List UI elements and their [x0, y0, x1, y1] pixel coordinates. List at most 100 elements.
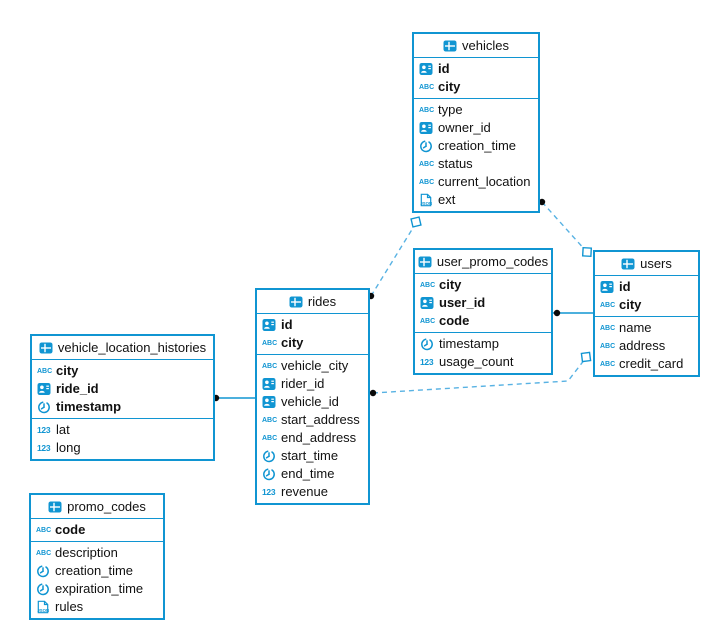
field-row-vehicle_id[interactable]: vehicle_id [257, 393, 368, 411]
field-row-end_address[interactable]: ABC end_address [257, 429, 368, 447]
json-type-icon: JSON [36, 600, 55, 614]
table-icon [443, 39, 457, 53]
field-row-city[interactable]: ABC city [32, 362, 213, 380]
field-row-status[interactable]: ABC status [414, 155, 538, 173]
table-name: vehicle_location_histories [57, 340, 207, 355]
field-name: city [619, 297, 642, 312]
table-header[interactable]: rides [257, 290, 368, 314]
field-row-city[interactable]: ABC city [257, 334, 368, 352]
field-name: city [438, 79, 461, 94]
timestamp-icon [37, 400, 56, 414]
field-name: address [619, 338, 666, 353]
text-type-icon: ABC [36, 549, 52, 557]
field-row-expiration_time[interactable]: expiration_time [31, 580, 163, 598]
field-row-city[interactable]: ABC city [415, 276, 551, 294]
user-id-icon [262, 395, 281, 409]
number-type-icon: 123 [37, 425, 51, 435]
table-header[interactable]: users [595, 252, 698, 276]
text-type-icon: ABC [600, 324, 616, 332]
primary-key-section: id ABC city [414, 58, 538, 98]
one-side-dot [369, 389, 377, 397]
table-name: promo_codes [67, 499, 146, 514]
field-row-id[interactable]: id [414, 60, 538, 78]
svg-text:JSON: JSON [37, 608, 49, 613]
field-row-creation_time[interactable]: creation_time [414, 137, 538, 155]
table-vehicles[interactable]: vehicles id ABC city ABC type owner_id creation… [412, 32, 540, 213]
field-row-code[interactable]: ABC code [31, 521, 163, 539]
table-icon [289, 295, 303, 309]
table-header[interactable]: vehicle_location_histories [32, 336, 213, 360]
field-row-rules[interactable]: JSON rules [31, 598, 163, 616]
table-users[interactable]: users id ABC city ABC name ABC address ABC credit… [593, 250, 700, 377]
field-row-current_location[interactable]: ABC current_location [414, 173, 538, 191]
field-row-start_address[interactable]: ABC start_address [257, 411, 368, 429]
primary-key-section: id ABC city [257, 314, 368, 354]
fields-section: ABC name ABC address ABC credit_card [595, 316, 698, 375]
text-type-icon: ABC [262, 362, 278, 370]
field-row-usage_count[interactable]: 123 usage_count [415, 353, 551, 371]
primary-key-section: ABC code [31, 519, 163, 541]
field-row-lat[interactable]: 123 lat [32, 421, 213, 439]
field-row-timestamp[interactable]: timestamp [415, 335, 551, 353]
field-row-id[interactable]: id [595, 278, 698, 296]
field-row-rider_id[interactable]: rider_id [257, 375, 368, 393]
table-header[interactable]: vehicles [414, 34, 538, 58]
field-row-city[interactable]: ABC city [595, 296, 698, 314]
text-type-icon: ABC [36, 526, 52, 534]
field-name: start_time [281, 448, 339, 463]
many-side-marker [580, 351, 592, 363]
field-row-owner_id[interactable]: owner_id [414, 119, 538, 137]
field-row-description[interactable]: ABC description [31, 544, 163, 562]
timestamp-icon [36, 564, 55, 578]
table-name: user_promo_codes [436, 254, 549, 269]
user-id-icon [37, 382, 56, 396]
text-type-icon: ABC [420, 317, 436, 325]
field-row-end_time[interactable]: end_time [257, 465, 368, 483]
user-id-icon [419, 62, 438, 76]
field-row-start_time[interactable]: start_time [257, 447, 368, 465]
primary-key-section: ABC city user_id ABC code [415, 274, 551, 332]
timestamp-icon [262, 467, 281, 481]
field-row-credit_card[interactable]: ABC credit_card [595, 355, 698, 373]
table-promo_codes[interactable]: promo_codes ABC code ABC description creation… [29, 493, 165, 620]
table-header[interactable]: user_promo_codes [415, 250, 551, 274]
text-type-icon: ABC [419, 83, 435, 91]
user-id-icon [419, 121, 438, 135]
text-type-icon: ABC [419, 106, 435, 114]
table-icon [418, 255, 432, 269]
field-name: rules [55, 599, 84, 614]
field-row-city[interactable]: ABC city [414, 78, 538, 96]
table-vehicle_location_histories[interactable]: vehicle_location_histories ABC city ride_id… [30, 334, 215, 461]
field-row-creation_time[interactable]: creation_time [31, 562, 163, 580]
number-type-icon: 123 [37, 443, 51, 453]
fields-section: timestamp 123 usage_count [415, 332, 551, 373]
field-name: credit_card [619, 356, 684, 371]
field-name: creation_time [55, 563, 134, 578]
field-row-id[interactable]: id [257, 316, 368, 334]
relationship-rides-vehicles [370, 222, 417, 297]
field-row-code[interactable]: ABC code [415, 312, 551, 330]
field-row-timestamp[interactable]: timestamp [32, 398, 213, 416]
field-row-user_id[interactable]: user_id [415, 294, 551, 312]
field-row-revenue[interactable]: 123 revenue [257, 483, 368, 501]
table-user_promo_codes[interactable]: user_promo_codes ABC city user_id ABC code tim… [413, 248, 553, 375]
number-type-icon: 123 [420, 357, 434, 367]
text-type-icon: ABC [600, 342, 616, 350]
table-header[interactable]: promo_codes [31, 495, 163, 519]
field-row-long[interactable]: 123 long [32, 439, 213, 457]
field-name: user_id [439, 295, 486, 310]
table-rides[interactable]: rides id ABC city ABC vehicle_city rider_id veh… [255, 288, 370, 505]
many-side-marker [410, 216, 422, 228]
field-row-address[interactable]: ABC address [595, 337, 698, 355]
field-row-vehicle_city[interactable]: ABC vehicle_city [257, 357, 368, 375]
field-row-ride_id[interactable]: ride_id [32, 380, 213, 398]
field-row-ext[interactable]: JSON ext [414, 191, 538, 209]
number-type-icon: 123 [262, 487, 276, 497]
field-name: usage_count [439, 354, 514, 369]
field-name: name [619, 320, 652, 335]
field-name: code [439, 313, 470, 328]
field-name: timestamp [439, 336, 499, 351]
field-row-name[interactable]: ABC name [595, 319, 698, 337]
field-row-type[interactable]: ABC type [414, 101, 538, 119]
